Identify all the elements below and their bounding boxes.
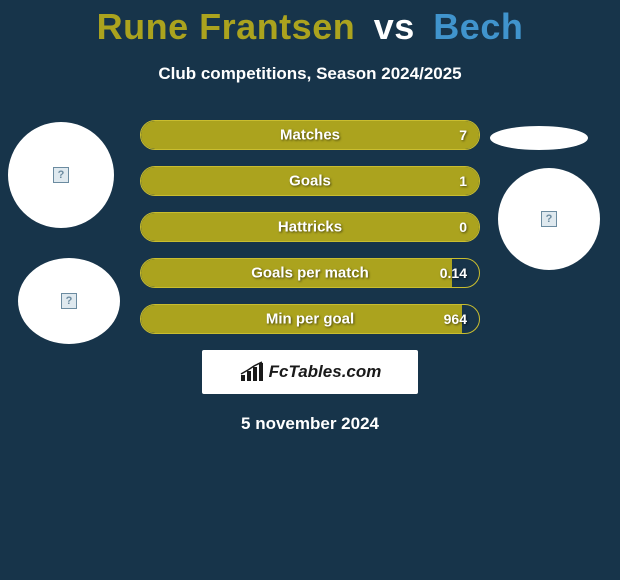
title-player2: Bech: [433, 6, 523, 47]
placeholder-icon: ?: [541, 211, 557, 227]
stat-value-player2: 0: [459, 219, 467, 235]
stat-label: Goals: [289, 173, 331, 190]
stat-value-player2: 0.14: [440, 265, 467, 281]
avatar-player2-ellipse: [490, 126, 588, 150]
stat-label: Goals per match: [251, 265, 369, 282]
title-player1: Rune Frantsen: [97, 6, 356, 47]
brand-text: FcTables.com: [269, 362, 382, 382]
stats-container: Matches 7 Goals 1 Hattricks 0 Goals per match 0…: [140, 120, 480, 334]
brand-box: FcTables.com: [202, 350, 418, 394]
page-title: Rune Frantsen vs Bech: [0, 0, 620, 48]
avatar-player1-large: ?: [8, 122, 114, 228]
stat-value-player2: 7: [459, 127, 467, 143]
avatar-player2-large: ?: [498, 168, 600, 270]
subtitle: Club competitions, Season 2024/2025: [0, 64, 620, 84]
stat-row: Goals 1: [140, 166, 480, 196]
avatar-player1-small: ?: [18, 258, 120, 344]
stat-label: Matches: [280, 127, 340, 144]
stat-row: Matches 7: [140, 120, 480, 150]
stat-row: Min per goal 964: [140, 304, 480, 334]
stat-label: Min per goal: [266, 311, 354, 328]
placeholder-icon: ?: [53, 167, 69, 183]
date-text: 5 november 2024: [0, 414, 620, 434]
stat-row: Hattricks 0: [140, 212, 480, 242]
stat-row: Goals per match 0.14: [140, 258, 480, 288]
bar-chart-icon: [239, 361, 265, 383]
placeholder-icon: ?: [61, 293, 77, 309]
stat-label: Hattricks: [278, 219, 342, 236]
stat-value-player2: 1: [459, 173, 467, 189]
title-vs: vs: [374, 6, 415, 47]
stat-value-player2: 964: [444, 311, 467, 327]
